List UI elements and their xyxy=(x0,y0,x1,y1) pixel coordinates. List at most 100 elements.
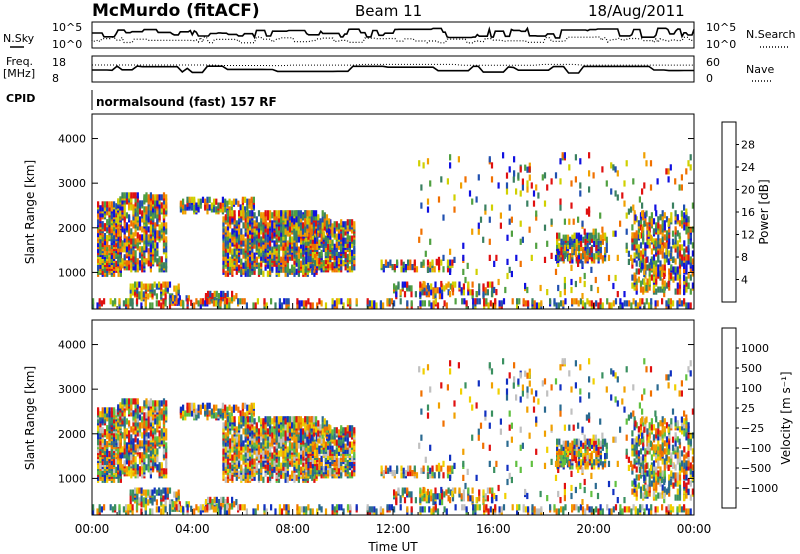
power-cell xyxy=(346,233,349,240)
power-cell xyxy=(132,214,135,221)
power-cell xyxy=(125,236,128,243)
power-cell xyxy=(657,238,660,245)
velocity-cell xyxy=(255,422,258,429)
power-cell xyxy=(222,226,225,233)
power-cell xyxy=(144,298,147,305)
velocity-cell xyxy=(149,450,152,457)
power-cell xyxy=(229,256,232,263)
velocity-cell xyxy=(151,497,154,504)
velocity-cell xyxy=(147,410,150,417)
power-cell xyxy=(141,200,144,207)
power-cell xyxy=(262,244,265,251)
power-cell xyxy=(313,243,317,250)
velocity-cell xyxy=(141,468,144,475)
velocity-cell xyxy=(273,436,276,443)
power-cell xyxy=(260,224,263,231)
power-cell xyxy=(131,289,134,296)
power-cell xyxy=(275,250,278,257)
power-data-cells xyxy=(92,152,694,309)
power-cell xyxy=(123,214,126,221)
power-cell xyxy=(484,204,487,211)
power-cell xyxy=(101,252,104,259)
velocity-cell xyxy=(209,496,212,503)
power-cell xyxy=(113,201,116,208)
power-cell xyxy=(687,216,690,223)
velocity-cell xyxy=(130,454,133,461)
power-cell xyxy=(674,210,677,217)
power-cell xyxy=(639,280,643,287)
velocity-cell xyxy=(106,458,109,465)
velocity-cell xyxy=(177,489,180,496)
velocity-cell xyxy=(101,427,104,434)
velocity-cell xyxy=(282,416,285,423)
power-cell xyxy=(614,230,617,237)
power-cell xyxy=(344,221,347,228)
power-cell xyxy=(299,224,302,231)
velocity-cell xyxy=(193,412,196,419)
power-cell xyxy=(320,249,323,256)
power-cell xyxy=(110,246,113,254)
velocity-cell xyxy=(130,398,133,405)
power-cell xyxy=(661,236,664,243)
power-cell xyxy=(689,164,692,171)
power-cell xyxy=(353,245,356,252)
power-cell xyxy=(238,264,241,271)
power-cell xyxy=(344,237,347,244)
power-cell xyxy=(638,196,641,203)
velocity-cell xyxy=(264,440,267,447)
power-cell xyxy=(207,290,210,297)
velocity-cell xyxy=(121,410,124,417)
power-cell xyxy=(324,302,328,309)
power-cell xyxy=(573,249,576,256)
power-cell xyxy=(631,258,634,265)
power-cell xyxy=(233,214,236,221)
velocity-cell xyxy=(154,438,157,445)
power-cell xyxy=(674,258,677,265)
power-cell xyxy=(539,284,542,292)
velocity-cell xyxy=(164,491,167,498)
velocity-cell xyxy=(215,412,218,419)
power-cell xyxy=(337,239,341,246)
power-cell xyxy=(168,298,172,305)
power-cell xyxy=(300,300,303,307)
power-cell xyxy=(657,270,660,277)
power-cell xyxy=(286,264,289,271)
power-cell xyxy=(162,220,166,227)
power-cell xyxy=(683,254,686,261)
power-cell xyxy=(633,232,636,239)
power-cell xyxy=(318,298,321,305)
power-cell xyxy=(253,242,256,249)
power-cell xyxy=(348,235,351,242)
velocity-cell xyxy=(246,438,249,445)
power-cell xyxy=(138,264,142,271)
power-cell xyxy=(665,240,669,247)
power-cell xyxy=(212,300,215,307)
velocity-cell xyxy=(97,433,100,440)
power-cell xyxy=(335,298,339,305)
velocity-cell xyxy=(190,505,193,512)
power-cell xyxy=(422,259,425,266)
velocity-cell xyxy=(123,442,126,449)
velocity-cell xyxy=(149,489,152,496)
power-cell xyxy=(678,184,681,191)
power-cell xyxy=(143,256,146,263)
power-cell xyxy=(158,198,161,205)
power-cell xyxy=(650,302,653,309)
power-cell xyxy=(158,230,161,237)
velocity-cell xyxy=(262,460,265,467)
power-cell xyxy=(179,206,182,213)
power-cell xyxy=(121,212,124,219)
power-cell xyxy=(187,295,190,302)
velocity-cell xyxy=(145,438,148,445)
power-cell xyxy=(348,223,351,230)
velocity-cell xyxy=(130,458,133,465)
power-cell xyxy=(260,254,263,261)
power-cell xyxy=(110,262,113,269)
velocity-cell xyxy=(224,404,227,411)
power-cell xyxy=(295,240,298,247)
noise-left-tick-bottom: 10^0 xyxy=(52,38,82,51)
power-cell xyxy=(215,300,218,307)
velocity-cell xyxy=(101,468,104,475)
power-cell xyxy=(635,288,638,295)
power-cell xyxy=(655,260,658,267)
